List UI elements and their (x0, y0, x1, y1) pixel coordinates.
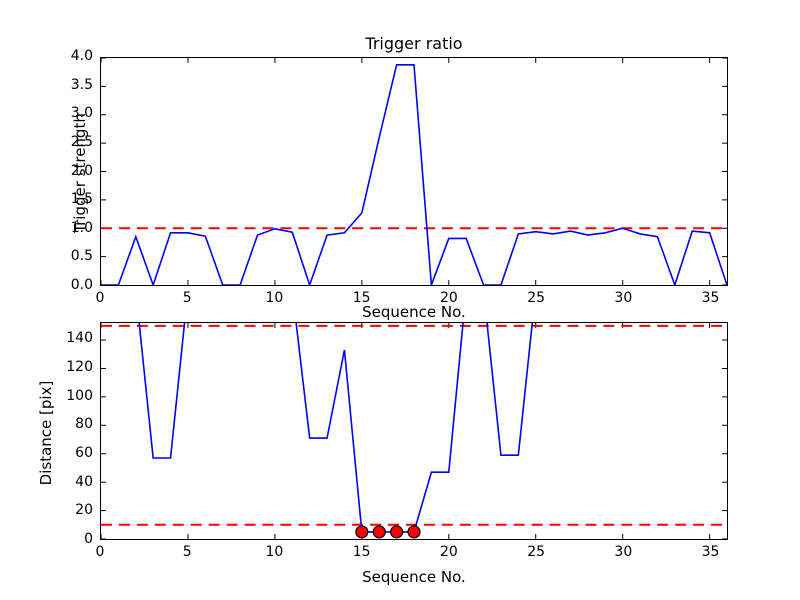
trigger-ratio-ytick-0.5: 0.5 (70, 248, 93, 265)
distance-xlabel: Sequence No. (362, 568, 466, 586)
trigger-ratio-ytick-1.5: 1.5 (70, 191, 93, 208)
trigger-ratio-ytick-0: 0.0 (70, 277, 93, 293)
distance-pix-xtick-20: 20 (439, 544, 458, 560)
distance-pix-ytick-40: 40 (75, 473, 93, 490)
trigger-ratio-ytick-3.5: 3.5 (70, 76, 93, 93)
distance-pix-ytick-60: 60 (75, 444, 93, 461)
trigger-ratio-xtick-25: 25 (527, 290, 546, 306)
distance-pix-ytick-140: 140 (66, 330, 93, 347)
trigger-ratio-plot (100, 57, 728, 286)
trigger-ratio-ytick-4: 4.0 (70, 48, 93, 64)
trigger-ratio-ytick-2.5: 2.5 (70, 133, 93, 150)
trigger-ratio-xtick-20: 20 (439, 290, 458, 306)
trigger-ratio-xtick-30: 30 (614, 290, 633, 306)
distance-pix-xtick-25: 25 (527, 544, 546, 560)
trigger-ratio-xtick-10: 10 (265, 290, 284, 306)
trigger-ratio-xtick-0: 0 (95, 290, 105, 306)
distance-pix-xtick-5: 5 (182, 544, 192, 560)
distance-pix-ytick-80: 80 (75, 416, 93, 433)
trigger-ratio-ytick-3: 3.0 (70, 105, 93, 122)
trigger-ratio-xtick-15: 15 (352, 290, 371, 306)
distance-pix-xtick-30: 30 (614, 544, 633, 560)
distance-plot (100, 322, 728, 540)
distance-pix-ytick-0: 0 (84, 531, 93, 547)
trigger-ratio-ytick-1: 1.0 (70, 219, 93, 236)
trigger-ratio-xtick-35: 35 (701, 290, 720, 306)
distance-pix-xtick-15: 15 (352, 544, 371, 560)
trigger-ratio-ytick-2: 2.0 (70, 162, 93, 179)
trigger-ratio-title: Trigger ratio (365, 34, 463, 53)
trigger-ratio-xlabel: Sequence No. (362, 303, 466, 321)
trigger-ratio-xtick-5: 5 (182, 290, 192, 306)
trigger-ratio-canvas (101, 58, 727, 285)
distance-pix-xtick-10: 10 (265, 544, 284, 560)
distance-pix-ytick-120: 120 (66, 358, 93, 375)
distance-pix-xtick-0: 0 (95, 544, 105, 560)
distance-pix-xtick-35: 35 (701, 544, 720, 560)
distance-pix-ytick-20: 20 (75, 502, 93, 519)
distance-canvas (101, 323, 727, 539)
distance-pix-ytick-100: 100 (66, 387, 93, 404)
